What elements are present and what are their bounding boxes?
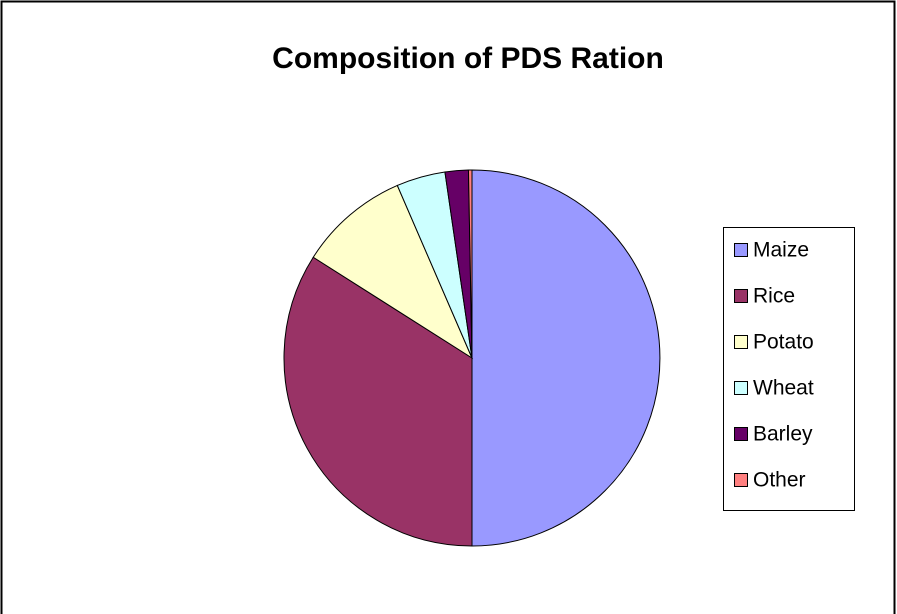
pie-slice	[312, 184, 474, 360]
legend-label: Barley	[753, 423, 813, 446]
legend-label: Rice	[753, 285, 795, 308]
legend-swatch	[734, 335, 748, 349]
legend-swatch	[734, 243, 748, 257]
pie-slice	[283, 256, 473, 547]
pie-slice	[467, 169, 473, 359]
legend-swatch	[734, 427, 748, 441]
legend-box	[723, 227, 855, 511]
legend: Maize Rice Potato Wheat Barley Other	[734, 239, 814, 492]
pie	[283, 169, 661, 547]
legend-label: Potato	[753, 331, 814, 354]
legend-label: Maize	[753, 239, 809, 262]
legend-swatch	[734, 289, 748, 303]
legend-label: Other	[753, 469, 806, 492]
legend-label: Wheat	[753, 377, 814, 400]
chart-title: Composition of PDS Ration	[272, 42, 664, 75]
legend-swatch	[734, 381, 748, 395]
pie-slice	[471, 169, 661, 547]
legend-swatch	[734, 473, 748, 487]
